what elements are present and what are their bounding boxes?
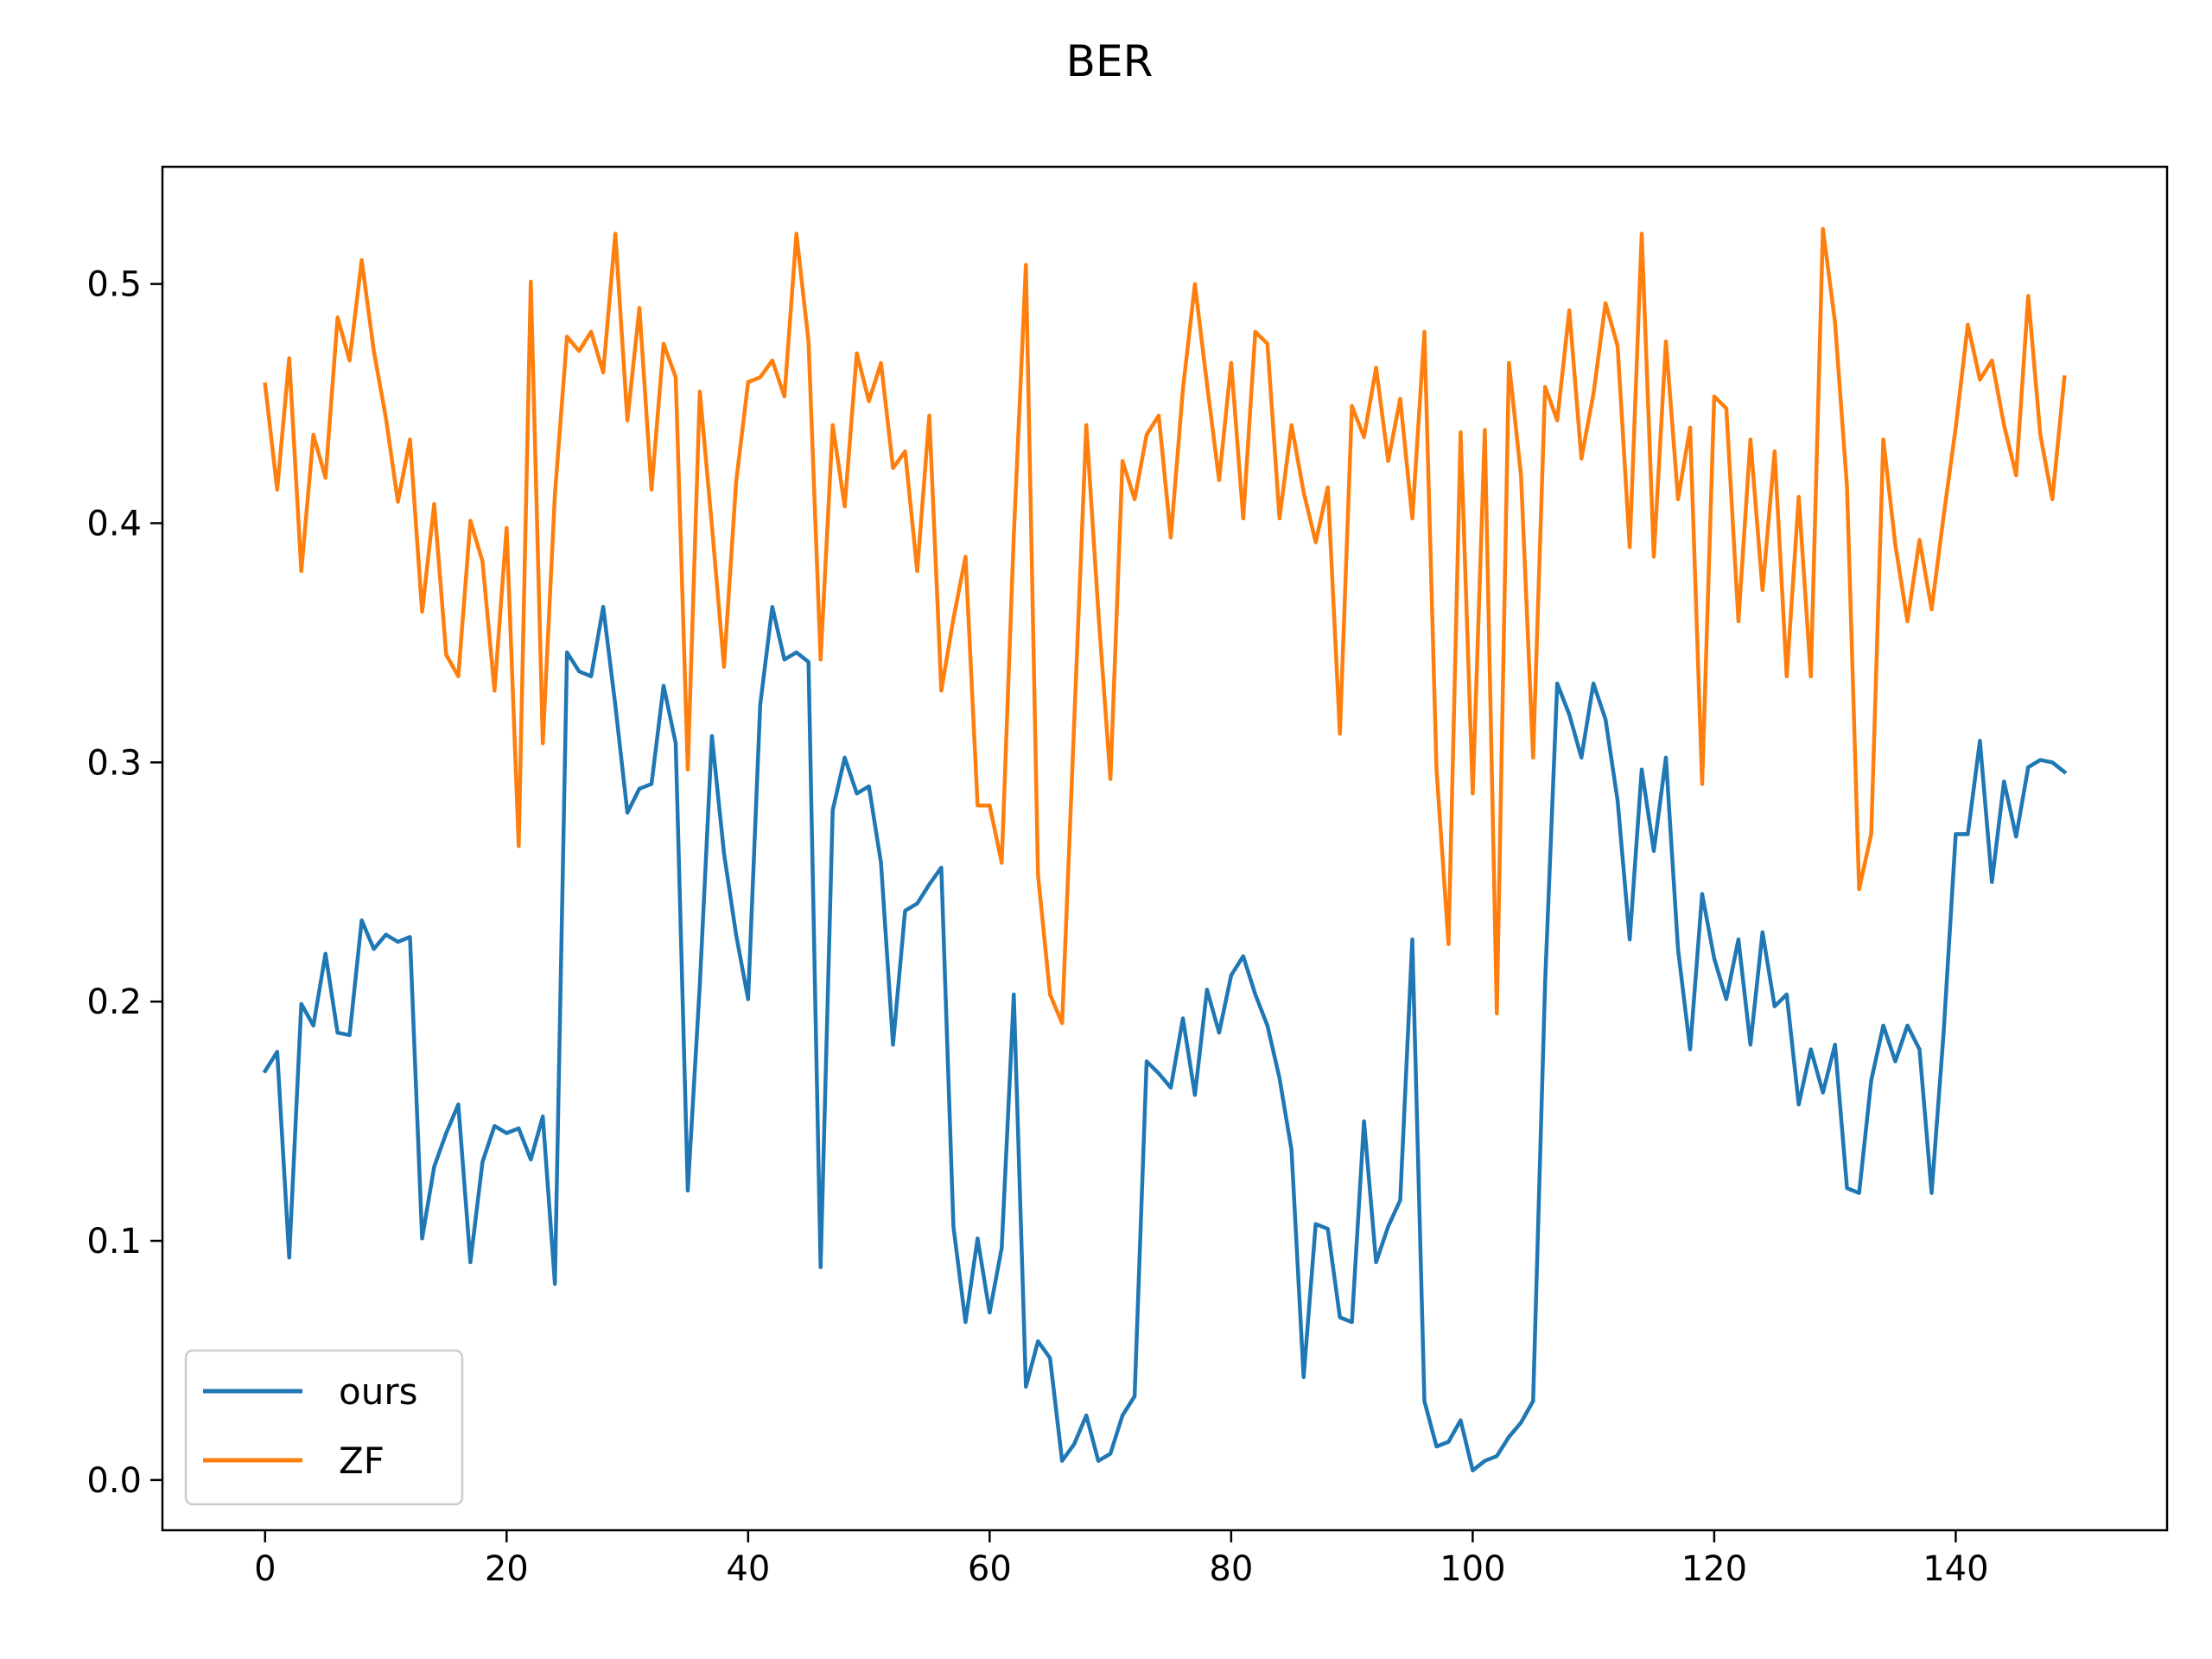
x-tick-label: 20 xyxy=(485,1549,529,1589)
x-tick-label: 140 xyxy=(1923,1549,1988,1589)
legend: ours ZF xyxy=(184,1349,464,1506)
x-tick-label: 120 xyxy=(1681,1549,1747,1589)
x-tick-label: 40 xyxy=(726,1549,770,1589)
legend-label-ours: ours xyxy=(339,1370,417,1413)
y-tick-label: 0.5 xyxy=(86,265,142,305)
y-tick-label: 0.1 xyxy=(86,1222,142,1262)
x-axis: 0 20 40 60 80 100 120 140 xyxy=(254,1530,1989,1589)
axes-frame xyxy=(161,165,2169,1532)
series-layer xyxy=(262,226,2068,1473)
x-tick-label: 0 xyxy=(254,1549,276,1589)
x-tick-label: 60 xyxy=(968,1549,1012,1589)
chart-title: BER xyxy=(1066,36,1154,86)
plot-area xyxy=(161,165,2169,1532)
legend-box xyxy=(184,1349,464,1506)
legend-label-zf: ZF xyxy=(339,1440,385,1482)
series-line-ours xyxy=(262,605,2068,1473)
axes-background xyxy=(162,167,2167,1530)
y-tick-label: 0.2 xyxy=(86,982,142,1022)
y-tick-label: 0.0 xyxy=(86,1461,142,1501)
series-line-zf xyxy=(263,226,2067,1026)
y-tick-label: 0.3 xyxy=(86,743,142,783)
y-axis: 0.0 0.1 0.2 0.3 0.4 0.5 xyxy=(86,265,162,1501)
y-tick-label: 0.4 xyxy=(86,504,142,543)
x-tick-label: 80 xyxy=(1209,1549,1253,1589)
x-tick-label: 100 xyxy=(1440,1549,1505,1589)
